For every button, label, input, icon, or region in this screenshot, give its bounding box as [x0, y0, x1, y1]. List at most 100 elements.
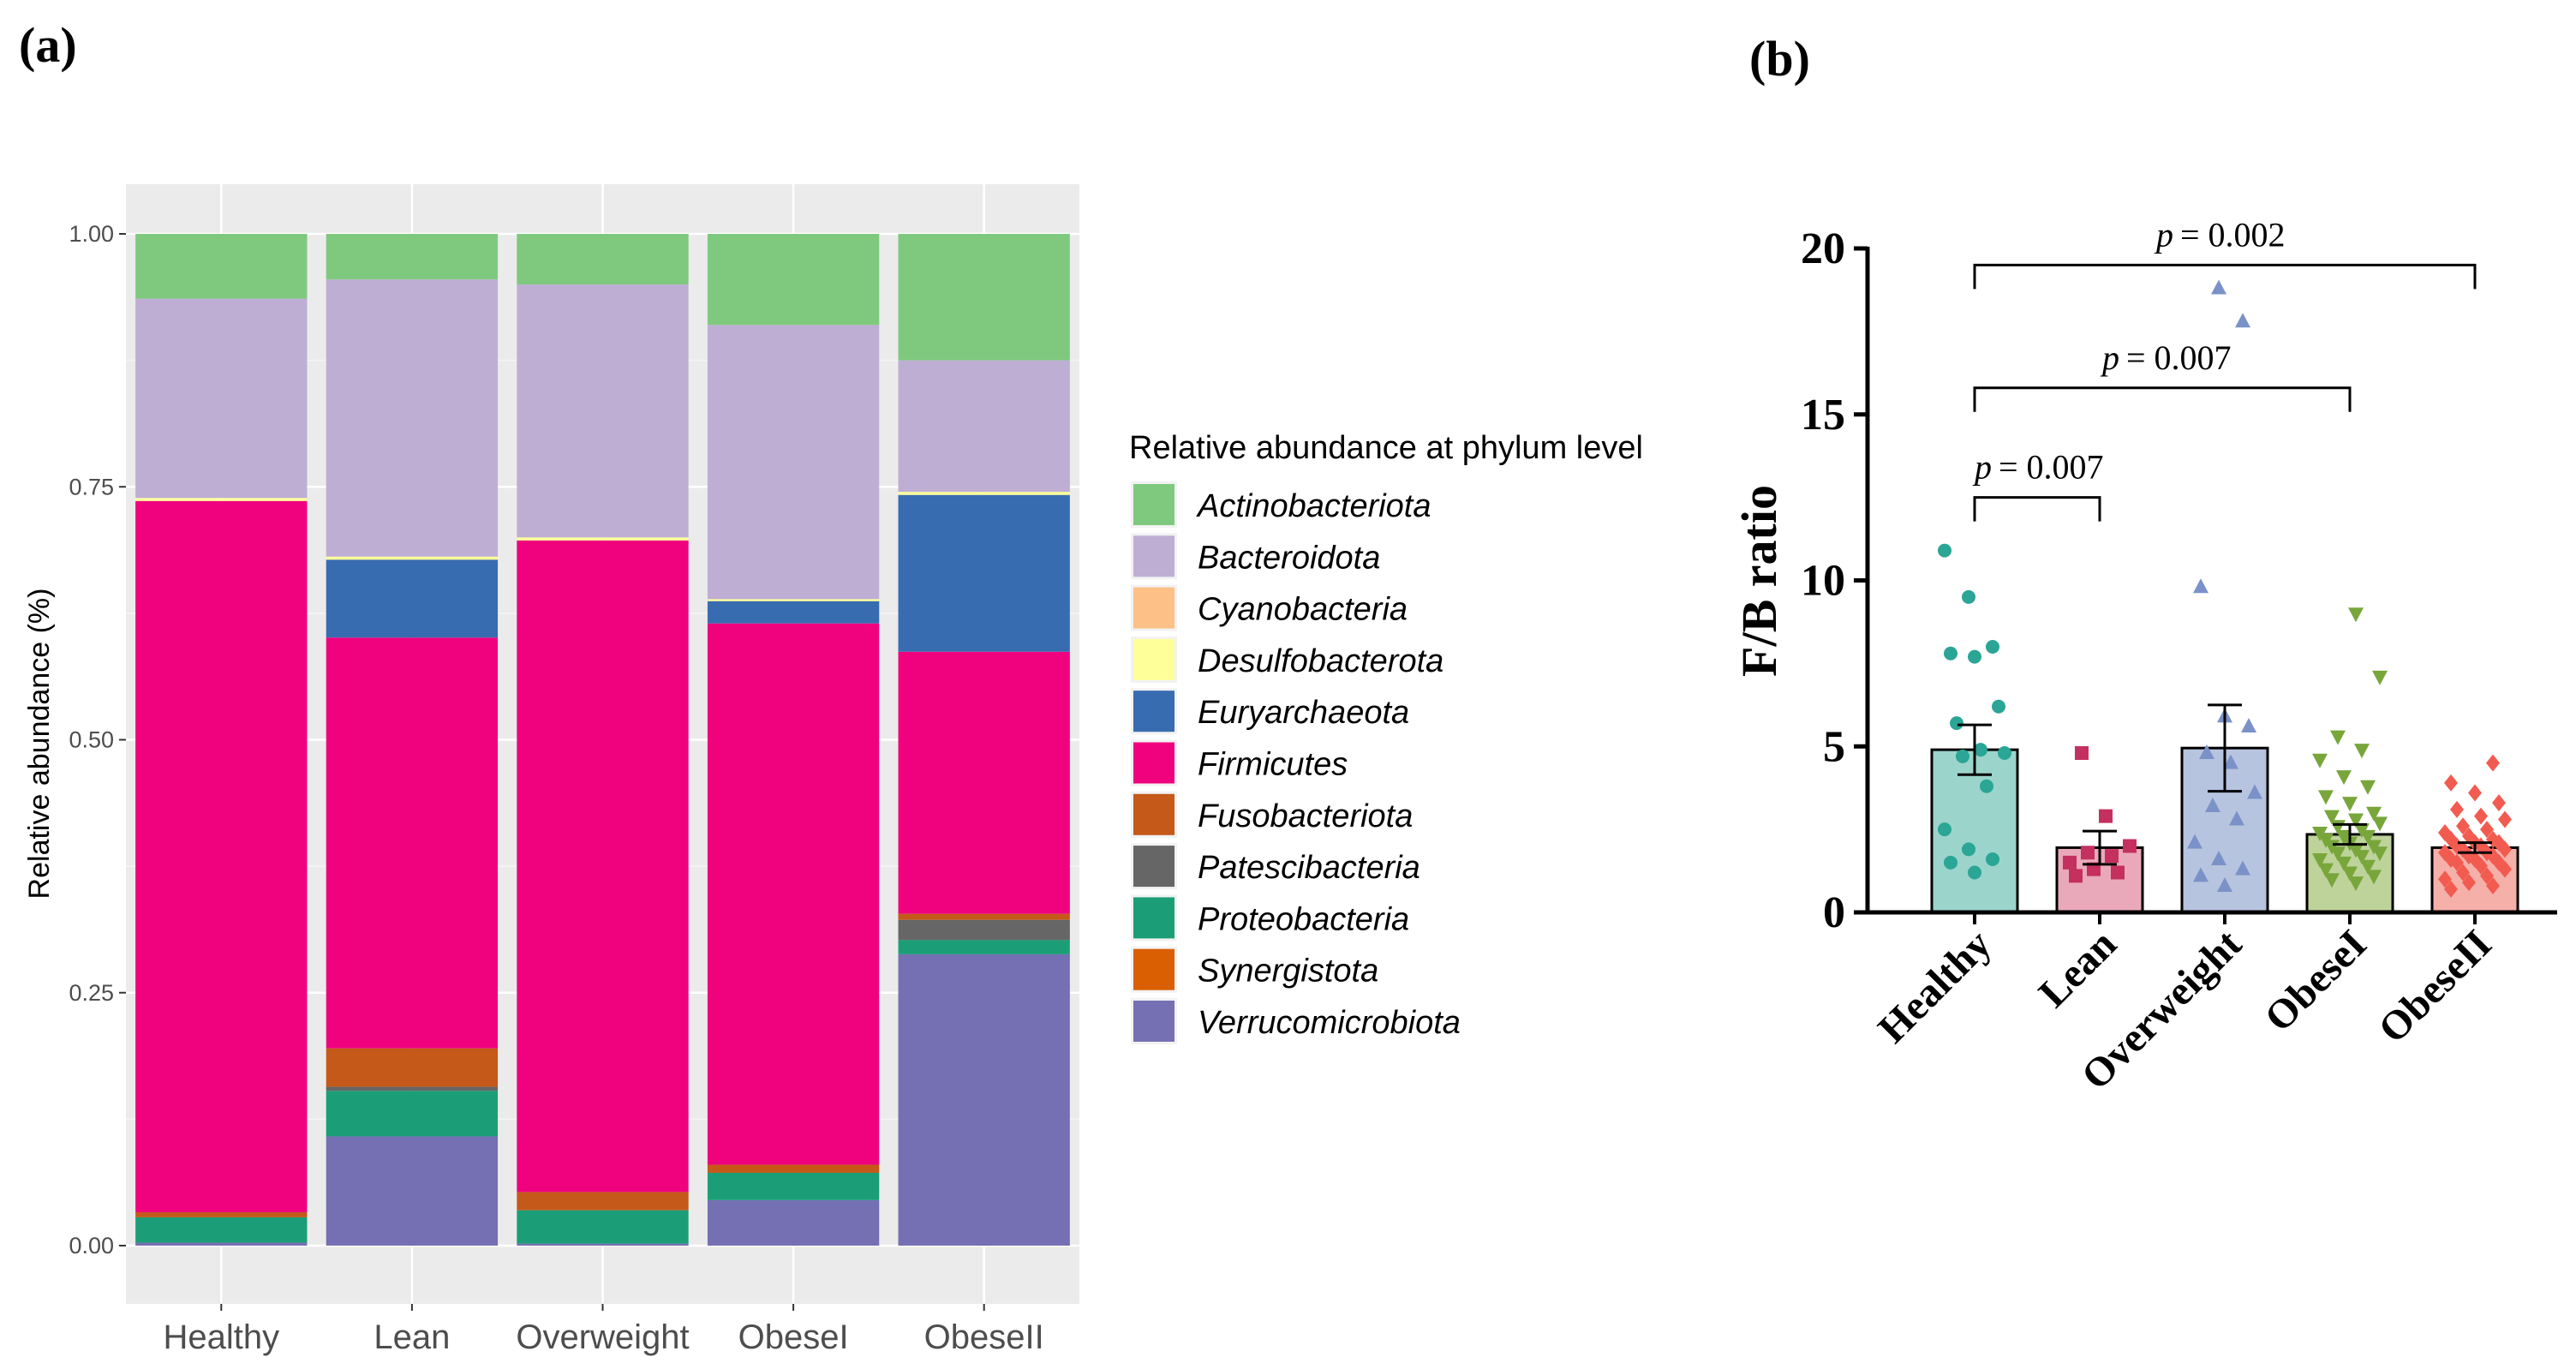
data-point — [2498, 860, 2512, 878]
y-tick-label: 10 — [1801, 557, 1845, 606]
data-point — [1938, 822, 1951, 837]
data-point — [1986, 852, 1999, 866]
bar-segment — [326, 1136, 499, 1246]
bar-segment — [707, 601, 880, 624]
data-point — [2354, 744, 2370, 759]
y-tick-label: 20 — [1801, 224, 1845, 273]
data-point — [2366, 870, 2382, 885]
data-point — [2342, 797, 2358, 812]
bar-segment — [707, 1164, 880, 1173]
p-value-label: p = 0.007 — [1972, 448, 2104, 487]
data-point — [2486, 877, 2500, 894]
data-point — [2199, 744, 2214, 759]
data-point — [2486, 754, 2500, 772]
data-point — [2211, 851, 2226, 865]
legend: Relative abundance at phylum level Actino… — [1129, 430, 1643, 1044]
x-tick-label: ObeseI — [2256, 921, 2375, 1040]
bar-segment — [707, 1199, 880, 1246]
legend-label: Proteobacteria — [1198, 901, 1409, 937]
data-point — [2348, 876, 2364, 892]
data-point — [2360, 829, 2376, 845]
data-point — [2099, 809, 2113, 823]
data-point — [2444, 774, 2458, 792]
legend-swatch — [1133, 535, 1174, 577]
x-tick-label: ObeseII — [924, 1318, 1044, 1356]
bar-segment — [517, 540, 689, 1193]
x-tick-label: Healthy — [1869, 921, 1999, 1051]
data-point — [2354, 850, 2370, 865]
legend-label: Bacteroidota — [1198, 540, 1380, 576]
legend-label: Fusobacteriota — [1198, 798, 1413, 834]
bar-segment — [898, 492, 1070, 495]
data-point — [2247, 784, 2262, 799]
p-symbol: p — [2100, 338, 2119, 377]
y-axis-label: Relative abundance (%) — [23, 589, 56, 900]
data-point — [2211, 279, 2226, 295]
data-point — [1998, 746, 2011, 760]
data-point — [2193, 578, 2208, 594]
data-point — [2444, 880, 2458, 898]
data-point — [2324, 810, 2340, 825]
data-point — [1956, 749, 1969, 763]
bar-segment — [135, 1212, 308, 1217]
bar-segment — [517, 1192, 689, 1211]
data-point — [2480, 821, 2494, 839]
y-tick-label: 1.00 — [69, 221, 114, 247]
data-point — [2318, 863, 2334, 878]
legend-label: Firmicutes — [1198, 747, 1348, 783]
legend-swatch — [1133, 484, 1174, 525]
bar-segment — [898, 913, 1070, 920]
data-point — [2235, 860, 2250, 876]
data-point — [2087, 862, 2101, 876]
bar-segment — [517, 234, 689, 285]
legend-swatch — [1133, 638, 1174, 680]
bar-segment — [135, 500, 308, 1213]
bar-segment — [135, 234, 308, 299]
data-point — [2474, 857, 2488, 875]
data-point — [2105, 849, 2119, 864]
legend-swatch — [1133, 846, 1174, 888]
data-point — [2217, 877, 2232, 892]
data-point — [1980, 779, 1993, 793]
y-tick-label: 0.75 — [69, 474, 114, 499]
y-tick-label: 15 — [1801, 391, 1845, 439]
data-point — [2241, 718, 2256, 732]
data-point — [2069, 869, 2083, 883]
data-point — [2360, 780, 2376, 795]
data-point — [2456, 817, 2470, 835]
bar-segment — [898, 234, 1070, 361]
data-point — [2492, 794, 2506, 812]
y-tick-label: 0.50 — [69, 727, 114, 753]
bar-segment — [707, 234, 880, 326]
legend-label: Cyanobacteria — [1198, 592, 1408, 628]
legend-label: Patescibacteria — [1198, 850, 1420, 886]
data-point — [2450, 800, 2464, 818]
data-point — [2187, 834, 2202, 849]
x-tick-label: Overweight — [516, 1318, 689, 1356]
bar-segment — [135, 498, 308, 501]
bar-segment — [707, 599, 880, 601]
bar-segment — [135, 1242, 308, 1246]
bar-segment — [898, 940, 1070, 954]
bar-segment — [898, 494, 1070, 652]
data-point — [1968, 865, 1981, 880]
data-point — [2456, 864, 2470, 882]
data-point — [2372, 846, 2388, 862]
bar-segment — [326, 559, 499, 638]
data-point — [2342, 866, 2358, 882]
bar-segment — [707, 623, 880, 1165]
data-point — [2318, 790, 2334, 805]
data-point — [2312, 753, 2328, 768]
bar-segment — [326, 1091, 499, 1137]
data-point — [2205, 798, 2220, 812]
data-point — [2235, 313, 2250, 328]
data-point — [2336, 770, 2352, 786]
data-point — [1962, 842, 1975, 857]
data-point — [2348, 607, 2364, 623]
legend-swatch — [1133, 948, 1174, 990]
y-tick-label: 0.00 — [69, 1233, 114, 1258]
bar-segment — [898, 919, 1070, 941]
data-point — [2372, 670, 2388, 685]
data-point — [2498, 840, 2512, 858]
